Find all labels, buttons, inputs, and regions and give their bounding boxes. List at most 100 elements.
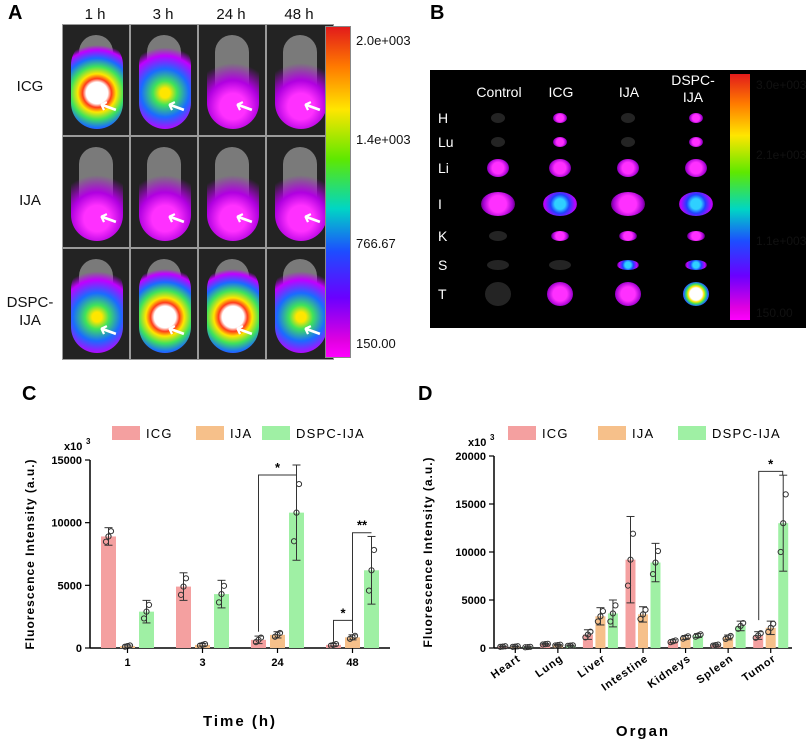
y-tick-label: 15000 bbox=[455, 499, 486, 511]
data-point bbox=[727, 632, 734, 640]
organ-signal bbox=[485, 282, 511, 306]
x-tick-label: Heart bbox=[489, 653, 523, 682]
panel-label: C bbox=[22, 383, 36, 405]
legend-swatch bbox=[262, 426, 290, 440]
colorbar-b-max: 3.0e+003 bbox=[756, 78, 806, 92]
organ-signal bbox=[487, 159, 509, 177]
timepoint-label: 1 h bbox=[84, 6, 106, 23]
organ-signal bbox=[491, 113, 505, 123]
data-point bbox=[782, 491, 789, 498]
bar bbox=[345, 637, 360, 648]
panel-b-label: B bbox=[430, 2, 445, 24]
data-point bbox=[607, 618, 614, 625]
data-point bbox=[684, 633, 692, 640]
fluorescence-signal bbox=[71, 39, 123, 129]
mouse-image-cell: ← bbox=[266, 136, 334, 248]
bar bbox=[668, 641, 679, 648]
fluorescence-signal bbox=[207, 151, 259, 241]
colorbar-b-min: 150.00 bbox=[756, 306, 793, 320]
mouse-image-cell: ← bbox=[198, 248, 266, 360]
colorbar-b bbox=[730, 74, 750, 320]
data-point bbox=[554, 642, 561, 649]
bar bbox=[101, 536, 116, 648]
x-tick-label: 24 bbox=[271, 657, 284, 669]
legend-label: IJA bbox=[632, 426, 654, 441]
data-point bbox=[257, 634, 265, 641]
mouse-image-cell: ← bbox=[130, 24, 198, 136]
data-point bbox=[499, 643, 506, 650]
group-label: ICG bbox=[16, 78, 44, 95]
data-point bbox=[594, 618, 602, 625]
fluorescence-signal bbox=[71, 263, 123, 353]
data-point bbox=[201, 641, 209, 648]
organ-signal bbox=[685, 159, 707, 177]
panel-b: B Control ICG IJA DSPC- IJA H Lu Li I K S T 3.… bbox=[420, 0, 806, 370]
y-tick-label: 15000 bbox=[51, 455, 82, 467]
data-point bbox=[597, 613, 604, 620]
scale-exponent: 3 bbox=[490, 433, 495, 442]
mouse-image-cell: ← bbox=[62, 136, 130, 248]
legend-label: DSPC-IJA bbox=[296, 426, 365, 441]
fluorescence-signal bbox=[207, 39, 259, 129]
scale-label: x10 bbox=[468, 437, 486, 449]
data-point bbox=[629, 530, 637, 537]
data-point bbox=[567, 642, 574, 649]
x-axis-label: Time (h) bbox=[203, 713, 277, 730]
panel-label: D bbox=[418, 383, 432, 405]
significance-bracket bbox=[352, 532, 372, 633]
bar bbox=[289, 512, 304, 648]
legend-label: DSPC-IJA bbox=[712, 426, 781, 441]
panel-a: A 1 h 3 h 24 h 48 h ICG IJA DSPC- IJA ← ←… bbox=[0, 0, 420, 370]
data-point bbox=[218, 591, 225, 598]
organ-signal bbox=[553, 137, 567, 147]
bar bbox=[735, 625, 746, 648]
data-point bbox=[712, 642, 719, 649]
bar bbox=[595, 616, 606, 648]
data-point bbox=[293, 509, 300, 516]
organ-signal bbox=[549, 159, 571, 177]
significance-label: * bbox=[768, 456, 774, 471]
bar bbox=[693, 635, 704, 648]
organ-signal bbox=[679, 192, 713, 216]
bar bbox=[638, 614, 648, 648]
significance-bracket bbox=[258, 474, 297, 632]
col-label: ICG bbox=[548, 84, 574, 100]
organ-label: H bbox=[438, 110, 449, 126]
mouse-image-cell: ← bbox=[266, 248, 334, 360]
colorbar-a bbox=[325, 26, 351, 358]
data-point bbox=[514, 643, 521, 650]
y-tick-label: 0 bbox=[76, 643, 82, 655]
x-tick-label: 1 bbox=[124, 657, 130, 669]
data-point bbox=[368, 567, 375, 574]
data-point bbox=[770, 620, 777, 627]
organ-signal bbox=[553, 113, 567, 123]
data-point bbox=[652, 559, 659, 566]
data-point bbox=[290, 538, 298, 545]
organ-signal bbox=[685, 260, 707, 270]
data-point bbox=[587, 628, 594, 635]
data-point bbox=[102, 538, 110, 545]
bar bbox=[680, 637, 691, 648]
data-point bbox=[145, 601, 153, 608]
data-point bbox=[107, 528, 115, 535]
organ-label: S bbox=[438, 257, 448, 273]
x-tick-label: 3 bbox=[199, 657, 205, 669]
data-point bbox=[740, 619, 747, 627]
timepoint-label: 24 h bbox=[216, 6, 246, 23]
x-tick-label: Liver bbox=[576, 653, 609, 681]
organ-label: T bbox=[438, 286, 447, 302]
data-point bbox=[182, 575, 190, 582]
data-point bbox=[180, 583, 187, 590]
data-point bbox=[542, 641, 549, 648]
organ-signal bbox=[543, 192, 577, 216]
data-point bbox=[624, 582, 632, 589]
data-point bbox=[544, 640, 551, 647]
organ-label: I bbox=[438, 196, 442, 212]
mouse-image-cell: ← bbox=[62, 248, 130, 360]
colorbar-a-tick: 1.4e+003 bbox=[356, 132, 411, 147]
organ-signal bbox=[489, 231, 507, 241]
organ-signal bbox=[481, 192, 515, 216]
x-tick-label: Kidneys bbox=[646, 653, 694, 691]
organ-signal bbox=[617, 159, 639, 177]
mouse-image-cell: ← bbox=[130, 136, 198, 248]
